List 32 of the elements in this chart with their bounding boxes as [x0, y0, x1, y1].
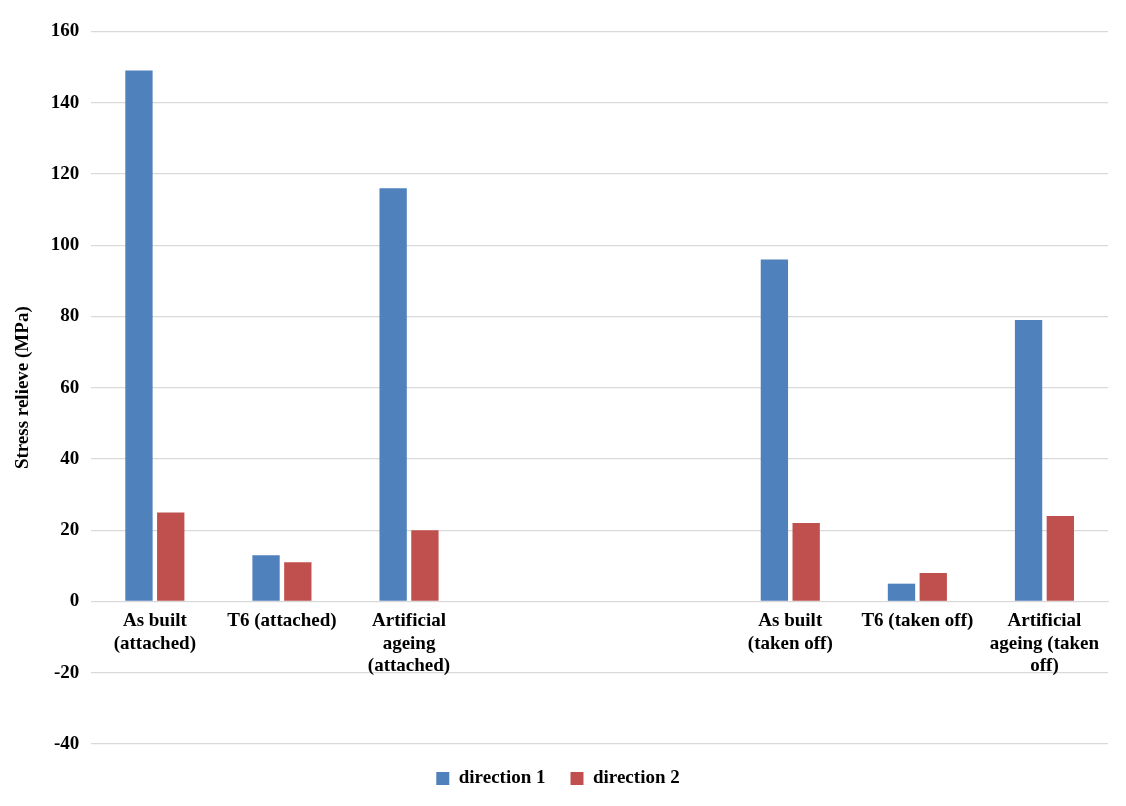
y-tick-label: 20 — [60, 518, 80, 540]
x-tick-label: As built (taken off) — [747, 608, 833, 654]
y-tick-label: -40 — [53, 731, 80, 753]
bar — [411, 530, 439, 601]
x-tick-label: Artificial ageing (attached) — [367, 608, 451, 677]
bar — [760, 259, 789, 601]
y-tick-label: 140 — [50, 90, 80, 112]
x-tick-label: T6 (attached) — [227, 608, 337, 631]
y-tick-label: 160 — [50, 19, 80, 41]
legend-label: direction 2 — [593, 766, 680, 788]
bar — [284, 562, 312, 601]
x-tick-label: As built (attached) — [113, 608, 196, 654]
bar — [1046, 515, 1074, 601]
y-tick-label: 100 — [50, 233, 80, 255]
y-tick-label: 80 — [60, 304, 80, 326]
x-tick-label: Artificial ageing (taken off) — [989, 608, 1100, 677]
bar — [1014, 320, 1043, 601]
bar — [252, 555, 280, 601]
y-axis-title: Stress relieve (MPa) — [11, 306, 34, 470]
x-tick-label: T6 (taken off) — [861, 608, 974, 631]
y-tick-label: 60 — [60, 375, 80, 397]
y-tick-label: -20 — [53, 660, 80, 682]
bar — [792, 523, 820, 601]
y-tick-label: 0 — [69, 589, 80, 611]
bar — [157, 512, 185, 601]
y-tick-label: 40 — [60, 446, 80, 468]
bar — [379, 188, 407, 601]
legend-label: direction 1 — [458, 766, 546, 788]
y-tick-label: 120 — [50, 161, 80, 183]
bar — [919, 572, 947, 601]
bar — [887, 583, 916, 601]
bar — [125, 70, 153, 601]
